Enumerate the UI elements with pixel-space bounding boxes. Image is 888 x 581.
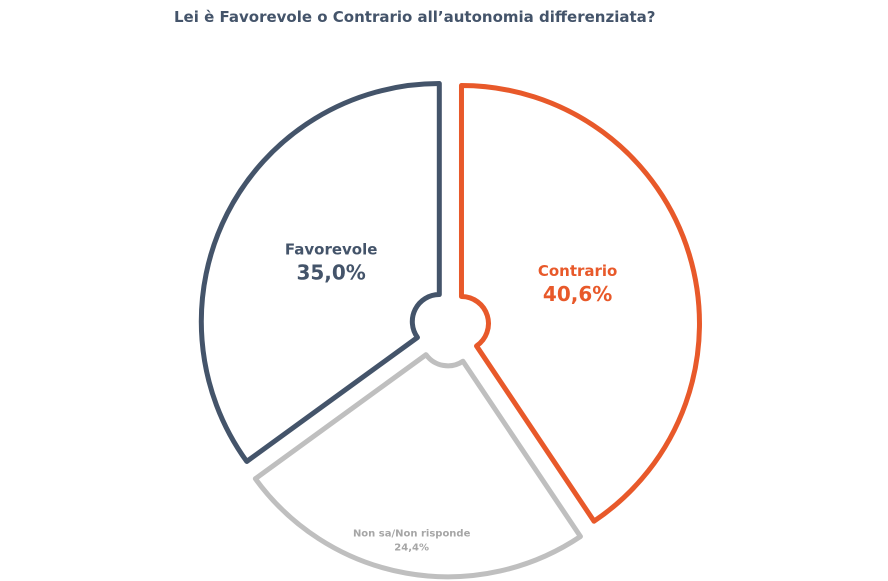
slice-label-value: 24,4% xyxy=(394,543,429,554)
slice-label-value: 40,6% xyxy=(543,282,612,306)
slice-label-name: Favorevole xyxy=(285,240,378,258)
label-non-sa: Non sa/Non risponde 24,4% xyxy=(353,529,471,554)
slice-label-name: Non sa/Non risponde xyxy=(353,529,471,540)
label-contrario: Contrario 40,6% xyxy=(538,262,618,306)
slice-non-sa-non-risponde xyxy=(252,352,583,580)
slice-label-value: 35,0% xyxy=(296,260,365,284)
slice-label-name: Contrario xyxy=(538,262,618,280)
chart-title: Lei è Favorevole o Contrario all’autonom… xyxy=(174,8,656,26)
slice-contrario xyxy=(458,83,702,524)
label-favorevole: Favorevole 35,0% xyxy=(285,240,378,284)
slice-favorevole xyxy=(198,81,442,464)
